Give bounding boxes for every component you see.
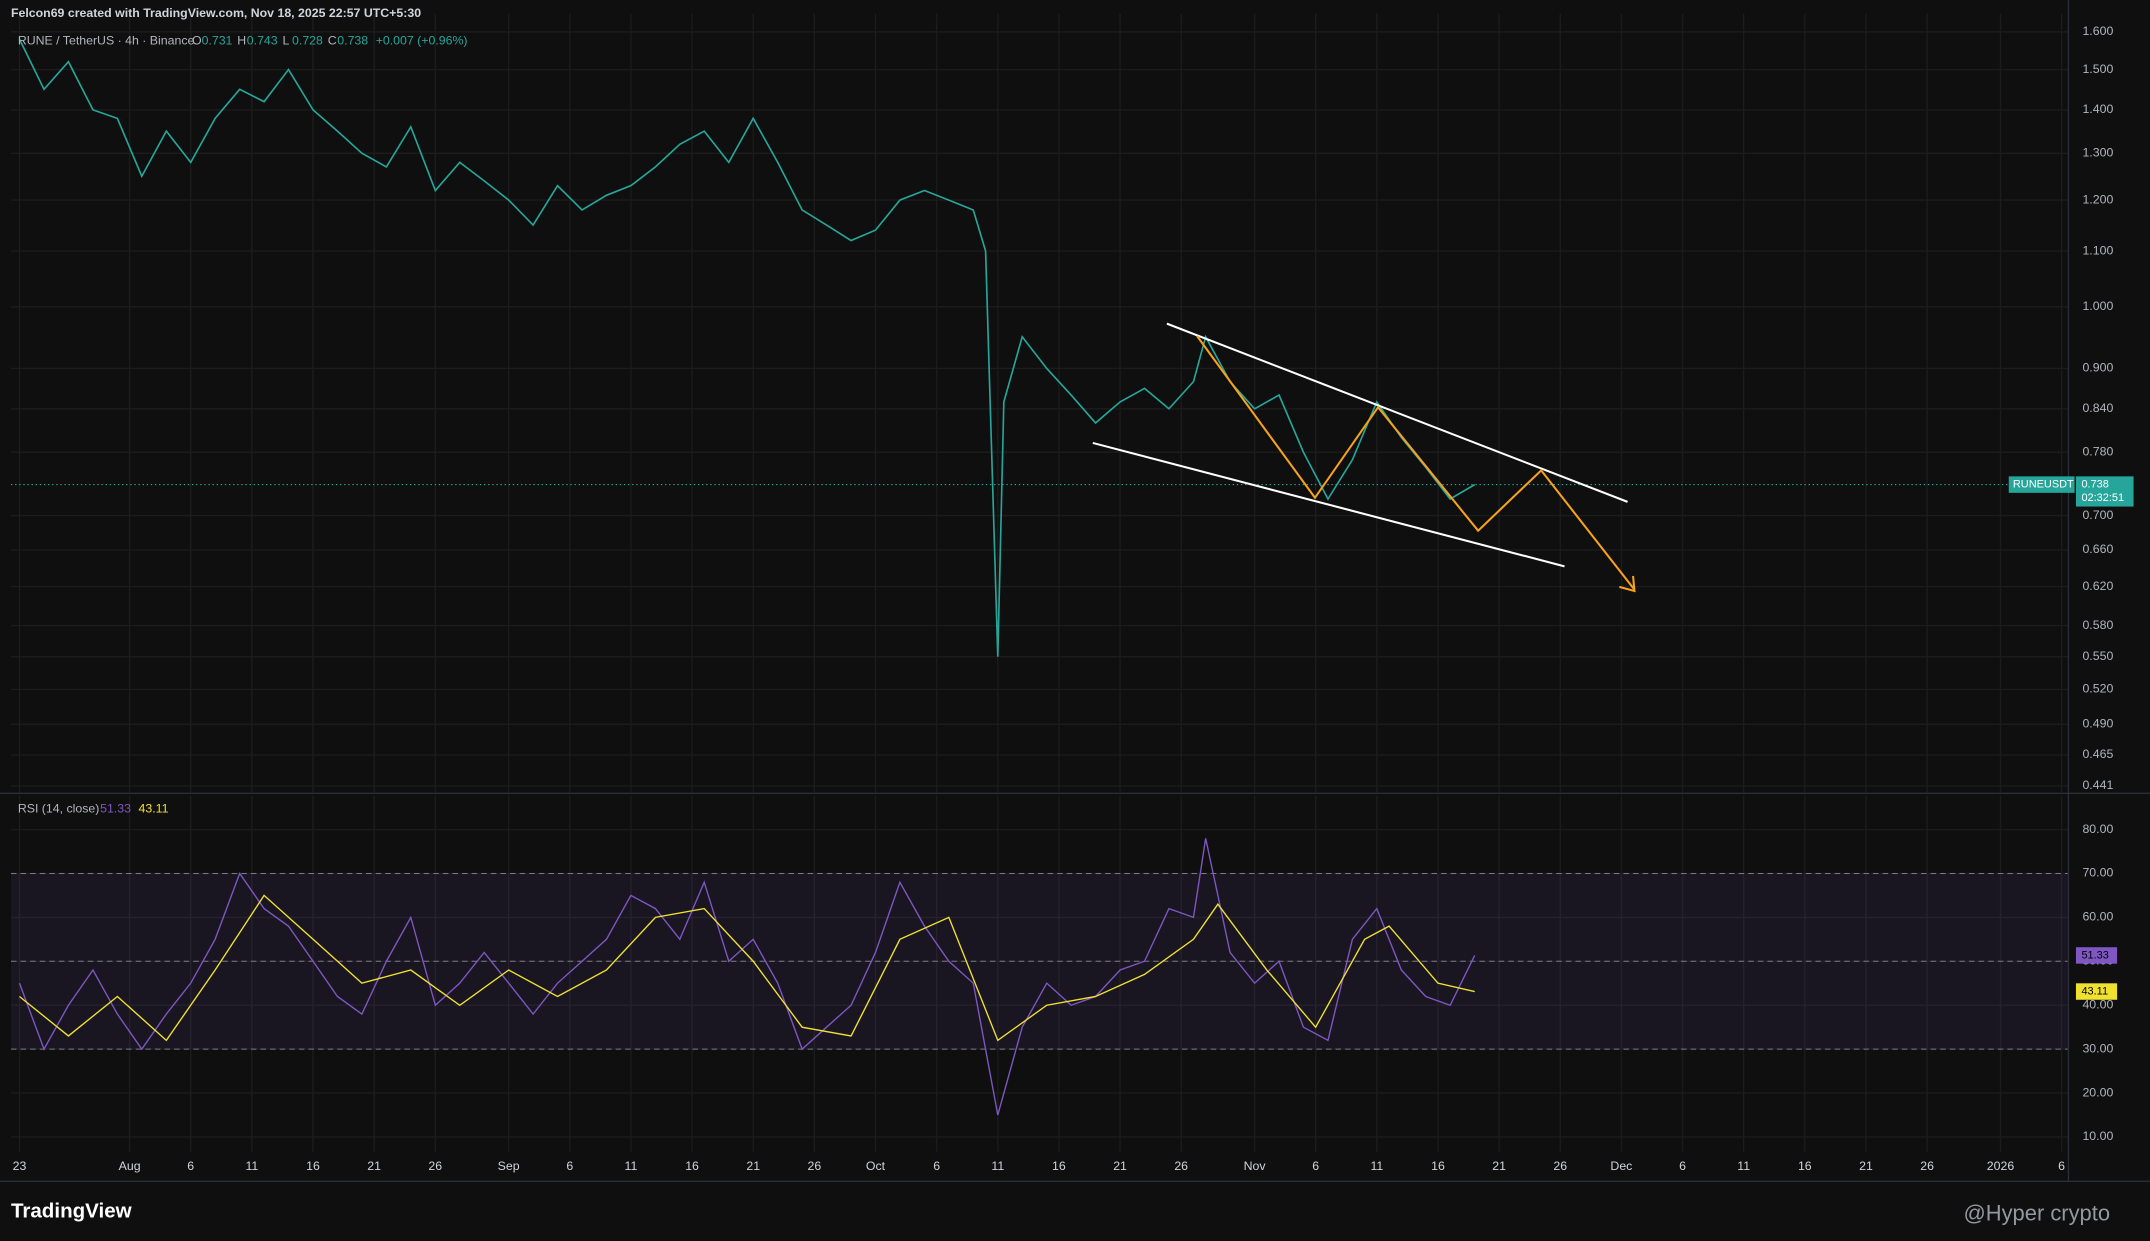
indicator-line — [18, 838, 1476, 1116]
change: +0.007 (+0.96%) — [376, 33, 468, 47]
y-tick-label: 1.000 — [2082, 299, 2113, 313]
y-tick-label: 0.441 — [2082, 778, 2113, 792]
x-tick-label: 16 — [685, 1159, 699, 1173]
ohlc-key: L — [282, 33, 289, 47]
x-tick-label: 2026 — [1987, 1159, 2015, 1173]
x-tick-label: Sep — [498, 1159, 520, 1173]
marks — [10, 38, 2068, 1116]
indicator-line — [19, 894, 1475, 1042]
y-tick-label: 40.00 — [2082, 997, 2113, 1011]
x-tick-label: Aug — [119, 1159, 141, 1173]
x-tick-label: 16 — [1798, 1159, 1812, 1173]
price-tag — [2075, 476, 2134, 507]
x-tick-label: 21 — [746, 1159, 760, 1173]
y-tick-label: 0.840 — [2082, 401, 2113, 415]
x-tick-label: 11 — [245, 1159, 258, 1173]
ohlc-value: 0.743 — [247, 33, 278, 47]
drawings — [1092, 322, 1636, 593]
x-tick-label: 11 — [1370, 1159, 1383, 1173]
value-tag-label: 43.11 — [2081, 985, 2108, 997]
ohlc-value: 0.728 — [292, 33, 323, 47]
y-tick-label: 0.490 — [2082, 717, 2113, 731]
countdown: 02:32:51 — [2081, 492, 2124, 504]
x-tick-label: 6 — [1679, 1159, 1686, 1173]
value-tag — [2075, 983, 2118, 1000]
price-line — [18, 38, 1476, 657]
x-tick-label: 26 — [428, 1159, 442, 1173]
y-tick-label: 0.550 — [2082, 649, 2113, 663]
arrow-head — [1619, 575, 1636, 593]
x-tick-label: 21 — [1492, 1159, 1506, 1173]
x-tick-label: 6 — [933, 1159, 940, 1173]
y-tick-label: 10.00 — [2082, 1129, 2113, 1143]
symbol-tag-label: RUNEUSDT — [2013, 478, 2074, 490]
y-tick-label: 80.00 — [2082, 822, 2113, 836]
y-tick-label: 1.400 — [2082, 102, 2113, 116]
y-tick-label: 1.600 — [2082, 24, 2113, 38]
y-tick-label: 1.500 — [2082, 62, 2113, 76]
y-tick-label: 1.100 — [2082, 243, 2113, 257]
y-tick-label: 60.00 — [2082, 910, 2113, 924]
rsi-legend-value: 51.33 — [100, 801, 131, 815]
credit: Felcon69 created with TradingView.com, N… — [11, 6, 421, 20]
x-tick-label: 6 — [2058, 1159, 2065, 1173]
price-tag-value: 0.738 — [2081, 478, 2108, 490]
y-tick-label: 1.200 — [2082, 192, 2113, 206]
value-tag — [2075, 947, 2118, 964]
x-tick-label: 6 — [566, 1159, 573, 1173]
y-tick-label: 0.780 — [2082, 444, 2113, 458]
ohlc-key: O — [192, 33, 202, 47]
ohlc-value: 0.731 — [202, 33, 233, 47]
symbol: RUNE / TetherUS · 4h · Binance — [18, 33, 195, 47]
y-tick-label: 20.00 — [2082, 1085, 2113, 1099]
y-tick-label: 0.465 — [2082, 747, 2113, 761]
x-tick-label: Oct — [866, 1159, 886, 1173]
ohlc-value: 0.738 — [337, 33, 368, 47]
x-tick-label: Dec — [1610, 1159, 1632, 1173]
x-tick-label: 6 — [1312, 1159, 1319, 1173]
symbol-legend: RUNE / TetherUS · 4h · Binance O 0.731 H 0.… — [18, 33, 468, 47]
x-tick-label: 21 — [367, 1159, 381, 1173]
projection-path — [1196, 335, 1636, 591]
y-tick-label: 30.00 — [2082, 1041, 2113, 1055]
trend-line — [1166, 322, 1628, 503]
x-tick-label: 26 — [1553, 1159, 1567, 1173]
grid — [10, 13, 2068, 1152]
y-tick-label: 0.520 — [2082, 682, 2113, 696]
x-tick-label: 21 — [1113, 1159, 1127, 1173]
x-tick-label: 23 — [13, 1159, 27, 1173]
x-tick-label: 16 — [306, 1159, 320, 1173]
x-tick-label: 16 — [1431, 1159, 1445, 1173]
x-tick-label: 26 — [807, 1159, 821, 1173]
x-tick-label: 11 — [991, 1159, 1004, 1173]
x-tick-label: 16 — [1052, 1159, 1066, 1173]
x-tick-label: 26 — [1174, 1159, 1188, 1173]
watermark: @Hyper crypto — [1964, 1201, 2111, 1226]
x-tick-label: 11 — [625, 1159, 638, 1173]
value-tag-label: 51.33 — [2081, 949, 2108, 961]
symbol-tag — [2008, 476, 2075, 493]
x-tick-label: 11 — [1737, 1159, 1750, 1173]
ohlc-key: C — [328, 33, 337, 47]
trend-line — [1092, 441, 1565, 568]
rsi-title: RSI (14, close) — [18, 801, 100, 815]
y-tick-label: 1.300 — [2082, 146, 2113, 160]
brand: TradingView — [11, 1200, 133, 1223]
ohlc-key: H — [237, 33, 246, 47]
y-tick-label: 70.00 — [2082, 866, 2113, 880]
y-tick-label: 0.900 — [2082, 361, 2113, 375]
y-tick-label: 0.580 — [2082, 618, 2113, 632]
ma-legend-value: 43.11 — [138, 801, 168, 815]
y-tick-label: 0.620 — [2082, 579, 2113, 593]
y-tick-label: 0.660 — [2082, 542, 2113, 556]
y-tick-label: 0.700 — [2082, 508, 2113, 522]
x-tick-label: 6 — [187, 1159, 194, 1173]
x-tick-label: 26 — [1920, 1159, 1934, 1173]
x-tick-label: Nov — [1244, 1159, 1267, 1173]
x-tick-label: 21 — [1859, 1159, 1873, 1173]
